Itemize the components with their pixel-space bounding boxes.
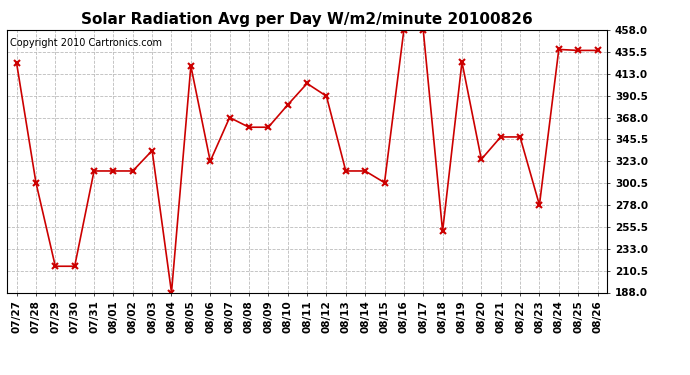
Text: Copyright 2010 Cartronics.com: Copyright 2010 Cartronics.com bbox=[10, 38, 162, 48]
Title: Solar Radiation Avg per Day W/m2/minute 20100826: Solar Radiation Avg per Day W/m2/minute … bbox=[81, 12, 533, 27]
